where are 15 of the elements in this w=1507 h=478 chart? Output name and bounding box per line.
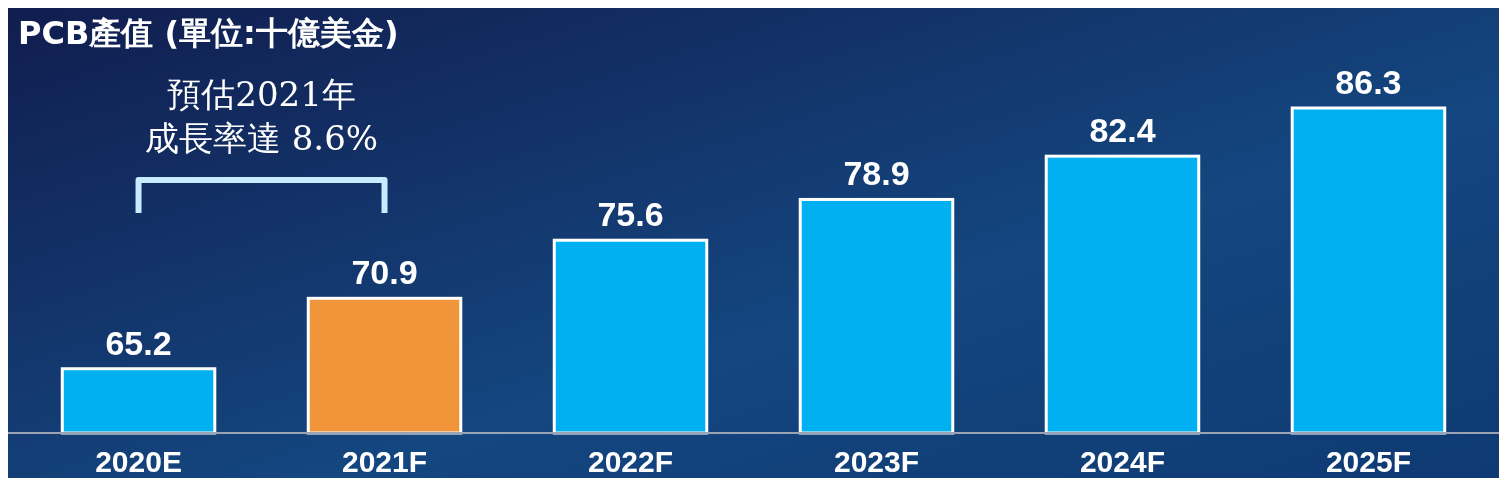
data-label: 78.9 — [843, 154, 910, 193]
annotation: 成長率達 8.6% — [144, 118, 379, 158]
data-label: 65.2 — [105, 323, 172, 362]
data-label: 82.4 — [1089, 111, 1156, 150]
annotation: 預估2021年 — [167, 74, 356, 114]
x-tick-label: 2022F — [587, 445, 674, 478]
x-tick-label: 2024F — [1079, 445, 1166, 478]
x-tick-label: 2025F — [1325, 445, 1412, 478]
data-label: 75.6 — [597, 195, 664, 234]
x-tick-label: 2020E — [95, 445, 182, 478]
chart-title: PCB產值 (單位:十億美金) — [18, 14, 399, 52]
x-tick-label: 2021F — [341, 445, 428, 478]
data-label: 70.9 — [351, 253, 418, 292]
x-tick-label: 2023F — [833, 445, 920, 478]
data-label: 86.3 — [1335, 63, 1402, 101]
